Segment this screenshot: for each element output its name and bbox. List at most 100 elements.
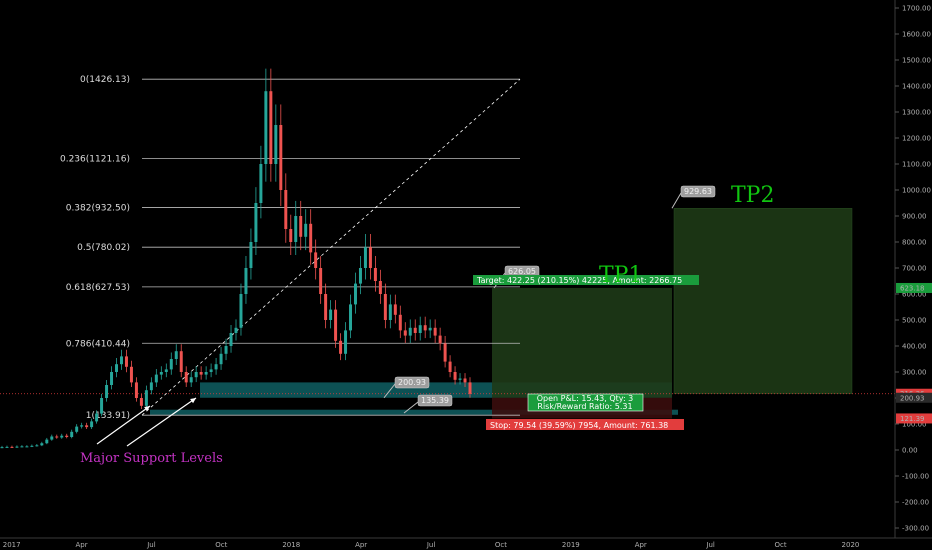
candle-body xyxy=(229,333,233,346)
candle-body xyxy=(334,309,338,341)
x-tick-label: Oct xyxy=(495,541,507,549)
candle-body xyxy=(383,294,387,320)
candle-body xyxy=(254,203,258,242)
candle-body xyxy=(110,372,114,385)
support-marker-label: 135.39 xyxy=(421,396,449,405)
candle-body xyxy=(259,164,263,203)
stop-label: Stop: 79.54 (39.59%) 7954, Amount: 761.3… xyxy=(490,421,668,430)
candle-body xyxy=(124,356,128,367)
trendline-layer xyxy=(141,78,521,416)
tp2-marker-label: 929.63 xyxy=(684,187,712,196)
target-marker-label: 626.05 xyxy=(508,267,536,276)
candle-body xyxy=(194,372,198,378)
x-tick-label: Jul xyxy=(705,541,715,549)
candle-body xyxy=(40,443,44,446)
candle-body xyxy=(204,372,208,375)
candle-body xyxy=(15,446,19,448)
candle-body xyxy=(244,268,248,294)
candle-body xyxy=(45,439,49,444)
candle-body xyxy=(468,382,472,394)
axis-price-tag xyxy=(896,392,932,403)
x-tick-label: 2018 xyxy=(282,541,300,549)
fib-level-label: 1(133.91) xyxy=(86,411,130,421)
target-label: Target: 422.25 (210.15%) 42225, Amount: … xyxy=(476,276,682,285)
candle-body xyxy=(378,281,382,294)
y-tick-label: 600.00 xyxy=(902,291,927,299)
x-tick-label: Jul xyxy=(426,541,436,549)
tp2-zone xyxy=(673,208,853,394)
candle-body xyxy=(458,378,462,380)
candle-body xyxy=(344,330,348,354)
candle-body xyxy=(214,364,218,370)
tp2-annotation: TP2 xyxy=(731,183,774,208)
candle-body xyxy=(144,390,148,406)
candle-body xyxy=(264,91,268,164)
candle-body xyxy=(443,343,447,362)
rr-label: Risk/Reward Ratio: 5.31 xyxy=(537,402,632,411)
candle-body xyxy=(319,268,323,294)
y-tick-label: 900.00 xyxy=(902,213,927,221)
y-tick-label: 400.00 xyxy=(902,343,927,351)
pnl-box xyxy=(527,393,644,412)
y-tick-label: 800.00 xyxy=(902,239,927,247)
x-tick-label: Apr xyxy=(355,541,367,549)
candle-body xyxy=(90,421,94,428)
y-tick-label: 1700.00 xyxy=(902,5,931,13)
candle-body xyxy=(418,325,422,333)
candle-body xyxy=(224,346,228,354)
y-tick-label: 1100.00 xyxy=(902,161,931,169)
candle-body xyxy=(403,330,407,336)
y-tick-label: 1000.00 xyxy=(902,187,931,195)
candle-body xyxy=(115,364,119,372)
axis-price-tag-label: 200.93 xyxy=(900,394,925,402)
candle-body xyxy=(179,351,183,372)
y-tick-label: 100.00 xyxy=(902,421,927,429)
support-zone xyxy=(150,409,678,415)
support-arrow-2 xyxy=(126,397,197,447)
y-tick-label: 1600.00 xyxy=(902,31,931,39)
candle-body xyxy=(329,309,333,320)
candle-body xyxy=(269,91,273,164)
price-axis[interactable]: -300.00-200.00-100.000.00100.00200.00300… xyxy=(894,0,932,550)
candle-body xyxy=(234,327,238,333)
candle-body xyxy=(184,372,188,383)
y-tick-label: -300.00 xyxy=(902,525,929,533)
axis-price-tag xyxy=(896,413,932,424)
candle-body xyxy=(139,398,143,406)
candle-body xyxy=(60,435,64,438)
x-tick-label: Apr xyxy=(635,541,647,549)
candle-body xyxy=(363,247,367,268)
candle-body xyxy=(75,426,79,432)
x-tick-label: Oct xyxy=(215,541,227,549)
candle-body xyxy=(453,372,457,380)
candle-body xyxy=(105,385,109,398)
y-tick-label: 500.00 xyxy=(902,317,927,325)
fib-retracement[interactable]: 0(1426.13) 0.236(1121.16) 0.382(932.50) 0.5… xyxy=(60,75,520,421)
candle-body xyxy=(353,283,357,305)
target-label-box xyxy=(473,275,699,285)
candle-body xyxy=(284,190,288,229)
axis-price-tag-label: 121.39 xyxy=(900,415,925,423)
support-marker-pointer xyxy=(403,401,419,414)
fib-level-label: 0.618(627.53) xyxy=(66,283,130,293)
candle-body xyxy=(199,372,203,375)
x-tick-label: 2019 xyxy=(562,541,580,549)
fib-level-label: 0.236(1121.16) xyxy=(60,154,130,164)
candle-body xyxy=(314,252,318,268)
candle-body xyxy=(423,325,427,331)
candle-body xyxy=(80,425,84,427)
candle-body xyxy=(55,436,59,438)
candle-body xyxy=(294,216,298,242)
candle-body xyxy=(134,382,138,398)
support-arrow-2-head xyxy=(190,398,196,404)
candle-body xyxy=(448,361,452,372)
time-axis[interactable]: 2017 Apr Jul Oct 2018 Apr Jul Oct 2019 Apr Jul Oct 2… xyxy=(0,537,932,550)
candle-body xyxy=(169,359,173,370)
y-tick-label: 700.00 xyxy=(902,265,927,273)
candle-body xyxy=(279,125,283,190)
target-zone xyxy=(492,287,672,398)
candle-body xyxy=(95,413,99,422)
candle-body xyxy=(358,268,362,284)
candle-body xyxy=(388,304,392,320)
